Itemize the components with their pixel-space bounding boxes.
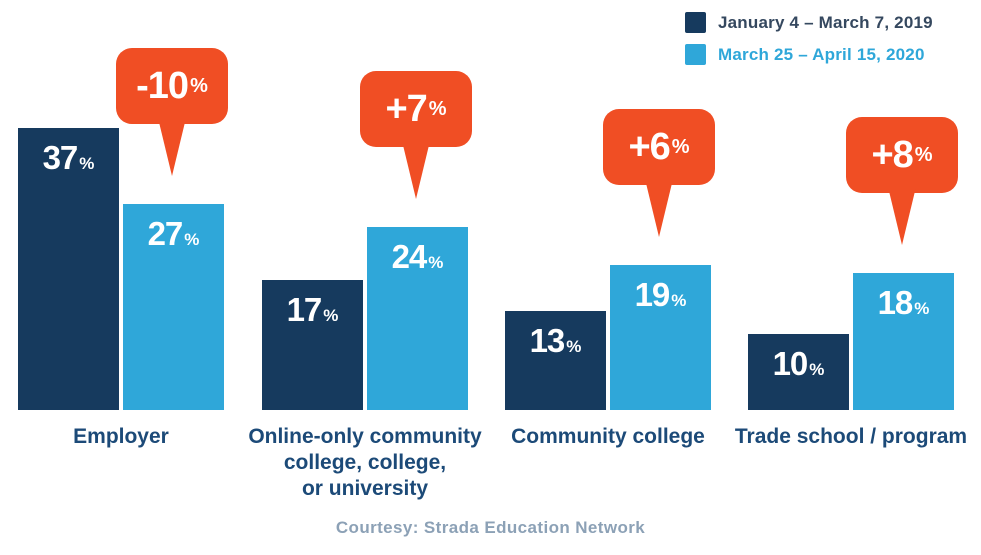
legend-item-2020: March 25 – April 15, 2020 [685,44,933,65]
delta-percent-sign: % [190,74,208,97]
bar-2019-employer: 37% [18,128,119,410]
category-label-trade-school: Trade school / program [734,425,968,448]
bars-trade-school: 10% 18% [748,273,954,410]
bar-group-employer: -10 % 37% 27% Employer [18,48,228,448]
delta-bubble-employer: -10 % [116,48,228,124]
bars-employer: 37% 27% [18,128,224,410]
category-label-online-only: Online-only community college, college, … [248,425,482,500]
category-label-employer: Employer [73,425,169,448]
bar-2020-online-only: 24% [367,227,468,410]
bar-value-label: 24% [391,238,444,275]
legend-label-2020: March 25 – April 15, 2020 [718,44,925,64]
legend-item-2019: January 4 – March 7, 2019 [685,12,933,33]
bar-value-label: 37% [42,139,95,176]
bar-2019-community-college: 13% [505,311,606,410]
bar-2020-employer: 27% [123,204,224,410]
bar-group-online-only: +7 % 17% 24% Online-only community colle… [248,71,482,500]
legend-label-2019: January 4 – March 7, 2019 [718,12,933,32]
bar-2019-online-only: 17% [262,280,363,410]
bar-value-label: 10% [772,345,825,382]
bar-value-label: 18% [877,284,930,321]
category-label-community-college: Community college [511,425,705,448]
bars-online-only: 17% 24% [262,227,468,410]
bar-group-community-college: +6 % 13% 19% Community college [505,109,715,448]
legend-swatch-2019 [685,12,706,33]
bar-group-trade-school: +8 % 10% 18% Trade school / program [735,117,967,448]
bar-2020-trade-school: 18% [853,273,954,410]
bar-2020-community-college: 19% [610,265,711,410]
legend: January 4 – March 7, 2019 March 25 – Apr… [685,12,933,65]
delta-percent-sign: % [914,143,933,166]
delta-percent-sign: % [671,135,690,158]
delta-bubble-online-only: +7 % [360,71,472,147]
source-caption: Courtesy: Strada Education Network [335,518,646,537]
delta-value: +8 [871,133,913,176]
delta-value: +6 [628,125,670,168]
bar-value-label: 27% [147,215,200,252]
delta-value: -10 [136,64,189,107]
bars-community-college: 13% 19% [505,265,711,410]
delta-bubble-trade-school: +8 % [846,117,958,193]
bar-value-label: 17% [286,291,339,328]
delta-percent-sign: % [428,97,447,120]
legend-swatch-2020 [685,44,706,65]
bar-value-label: 13% [529,322,582,359]
bar-2019-trade-school: 10% [748,334,849,410]
delta-value: +7 [385,87,427,130]
bar-value-label: 19% [634,276,687,313]
delta-bubble-community-college: +6 % [603,109,715,185]
